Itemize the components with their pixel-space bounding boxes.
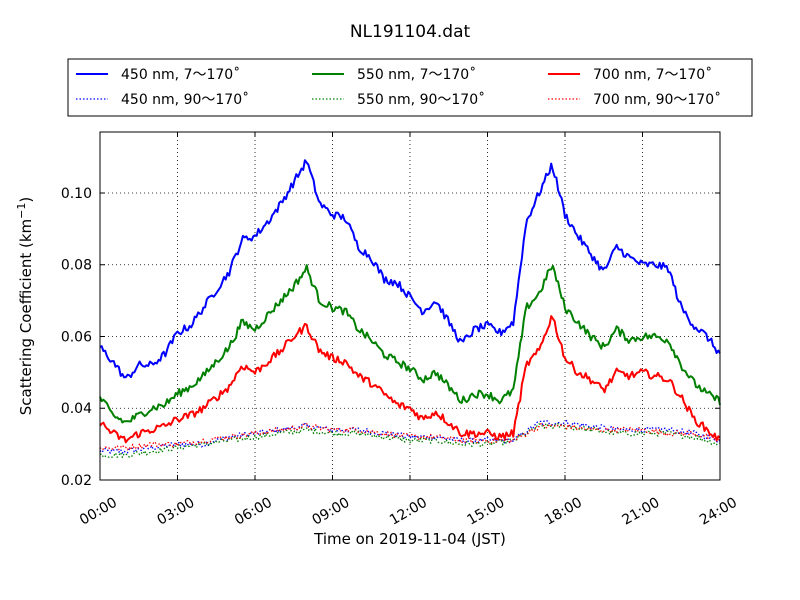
series-line: [99, 422, 721, 459]
legend-label: 700 nm, 90～170˚: [593, 91, 721, 108]
chart-title: NL191104.dat: [350, 22, 471, 42]
x-tick-label: 00:00: [77, 495, 120, 529]
y-tick-label: 0.08: [61, 258, 92, 274]
plot-series: [99, 159, 721, 459]
x-tick-label: 03:00: [155, 495, 198, 529]
x-axis-label: Time on 2019-11-04 (JST): [313, 530, 506, 548]
x-tick-label: 18:00: [542, 495, 585, 529]
legend-label: 700 nm, 7～170˚: [593, 66, 712, 83]
series-line: [99, 315, 721, 444]
legend-label: 550 nm, 7～170˚: [357, 66, 476, 83]
legend-label: 450 nm, 7～170˚: [121, 66, 240, 83]
x-tick-label: 15:00: [465, 495, 508, 529]
x-tick-label: 09:00: [310, 495, 353, 529]
y-tick-label: 0.06: [61, 329, 92, 345]
x-tick-label: 06:00: [232, 495, 275, 529]
y-tick-label: 0.10: [61, 186, 92, 202]
y-axis: 0.02 0.04 0.06 0.08 0.10: [61, 186, 720, 489]
grid: [100, 132, 720, 480]
y-tick-label: 0.02: [61, 473, 92, 489]
series-line: [99, 159, 721, 379]
x-tick-label: 21:00: [620, 495, 663, 529]
series-line: [99, 264, 721, 424]
x-tick-label: 24:00: [697, 495, 740, 529]
y-axis-label: Scattering Coefficient (km−1): [15, 197, 35, 416]
x-tick-label: 12:00: [387, 495, 430, 529]
legend-frame: [67, 58, 753, 117]
legend-label: 550 nm, 90～170˚: [357, 91, 485, 108]
y-tick-label: 0.04: [61, 401, 92, 417]
x-axis: 00:00 03:00 06:00 09:00 12:00 15:00 18:00 21:00…: [77, 132, 740, 529]
series-line: [99, 423, 721, 451]
legend-label: 450 nm, 90～170˚: [121, 91, 249, 108]
legend: 450 nm, 7～170˚ 550 nm, 7～170˚ 700 nm, 7～17…: [67, 58, 753, 117]
